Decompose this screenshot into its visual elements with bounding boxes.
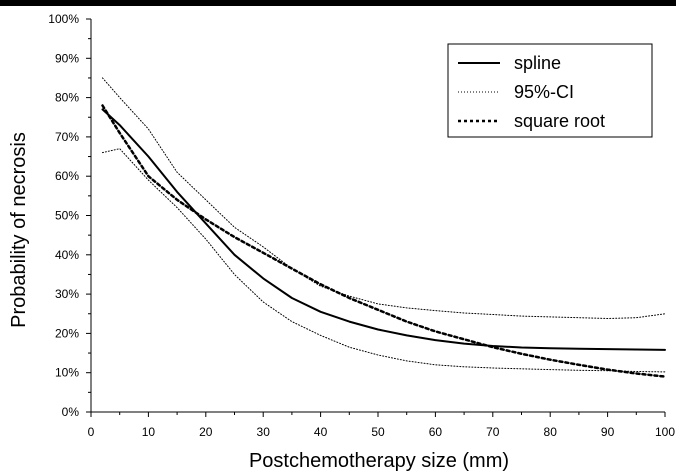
- y-ticks: 0% 10% 20% 30% 40% 50% 60% 70% 80% 90% 100%: [48, 12, 91, 419]
- y-tick-label: 80%: [55, 91, 79, 105]
- y-tick-label: 100%: [48, 12, 79, 26]
- x-tick-label: 40: [314, 425, 328, 439]
- series-line-square-root: [101, 104, 667, 378]
- series-line-95-ci-lower: [102, 148, 666, 373]
- x-tick-label: 60: [429, 425, 443, 439]
- y-tick-label: 0%: [62, 405, 80, 419]
- y-tick-label: 30%: [55, 287, 79, 301]
- x-axis-title: Postchemotherapy size (mm): [249, 450, 509, 472]
- y-tick-label: 60%: [55, 169, 79, 183]
- series-layer: [101, 77, 667, 378]
- x-tick-label: 50: [371, 425, 385, 439]
- y-tick-label: 70%: [55, 130, 79, 144]
- y-tick-label: 20%: [55, 326, 79, 340]
- x-tick-label: 30: [257, 425, 271, 439]
- x-tick-label: 20: [199, 425, 213, 439]
- y-tick-label: 90%: [55, 51, 79, 65]
- x-tick-label: 10: [142, 425, 156, 439]
- legend-label-spline: spline: [514, 53, 561, 73]
- y-axis-title: Probability of necrosis: [8, 132, 30, 328]
- legend-label-square-root: square root: [514, 111, 605, 131]
- legend-label-ci: 95%-CI: [514, 82, 574, 102]
- x-tick-label: 100: [655, 425, 675, 439]
- y-tick-label: 50%: [55, 209, 79, 223]
- legend: spline 95%-CI square root: [447, 43, 653, 138]
- y-tick-label: 40%: [55, 248, 79, 262]
- y-tick-label: 10%: [55, 366, 79, 380]
- x-ticks: 0 10 20 30 40 50 60 70 80 90 100: [88, 412, 675, 439]
- top-border-bar: [0, 0, 676, 6]
- x-tick-label: 70: [486, 425, 500, 439]
- series-line-spline: [101, 108, 666, 351]
- x-tick-label: 90: [601, 425, 615, 439]
- x-tick-label: 80: [544, 425, 558, 439]
- x-tick-label: 0: [88, 425, 95, 439]
